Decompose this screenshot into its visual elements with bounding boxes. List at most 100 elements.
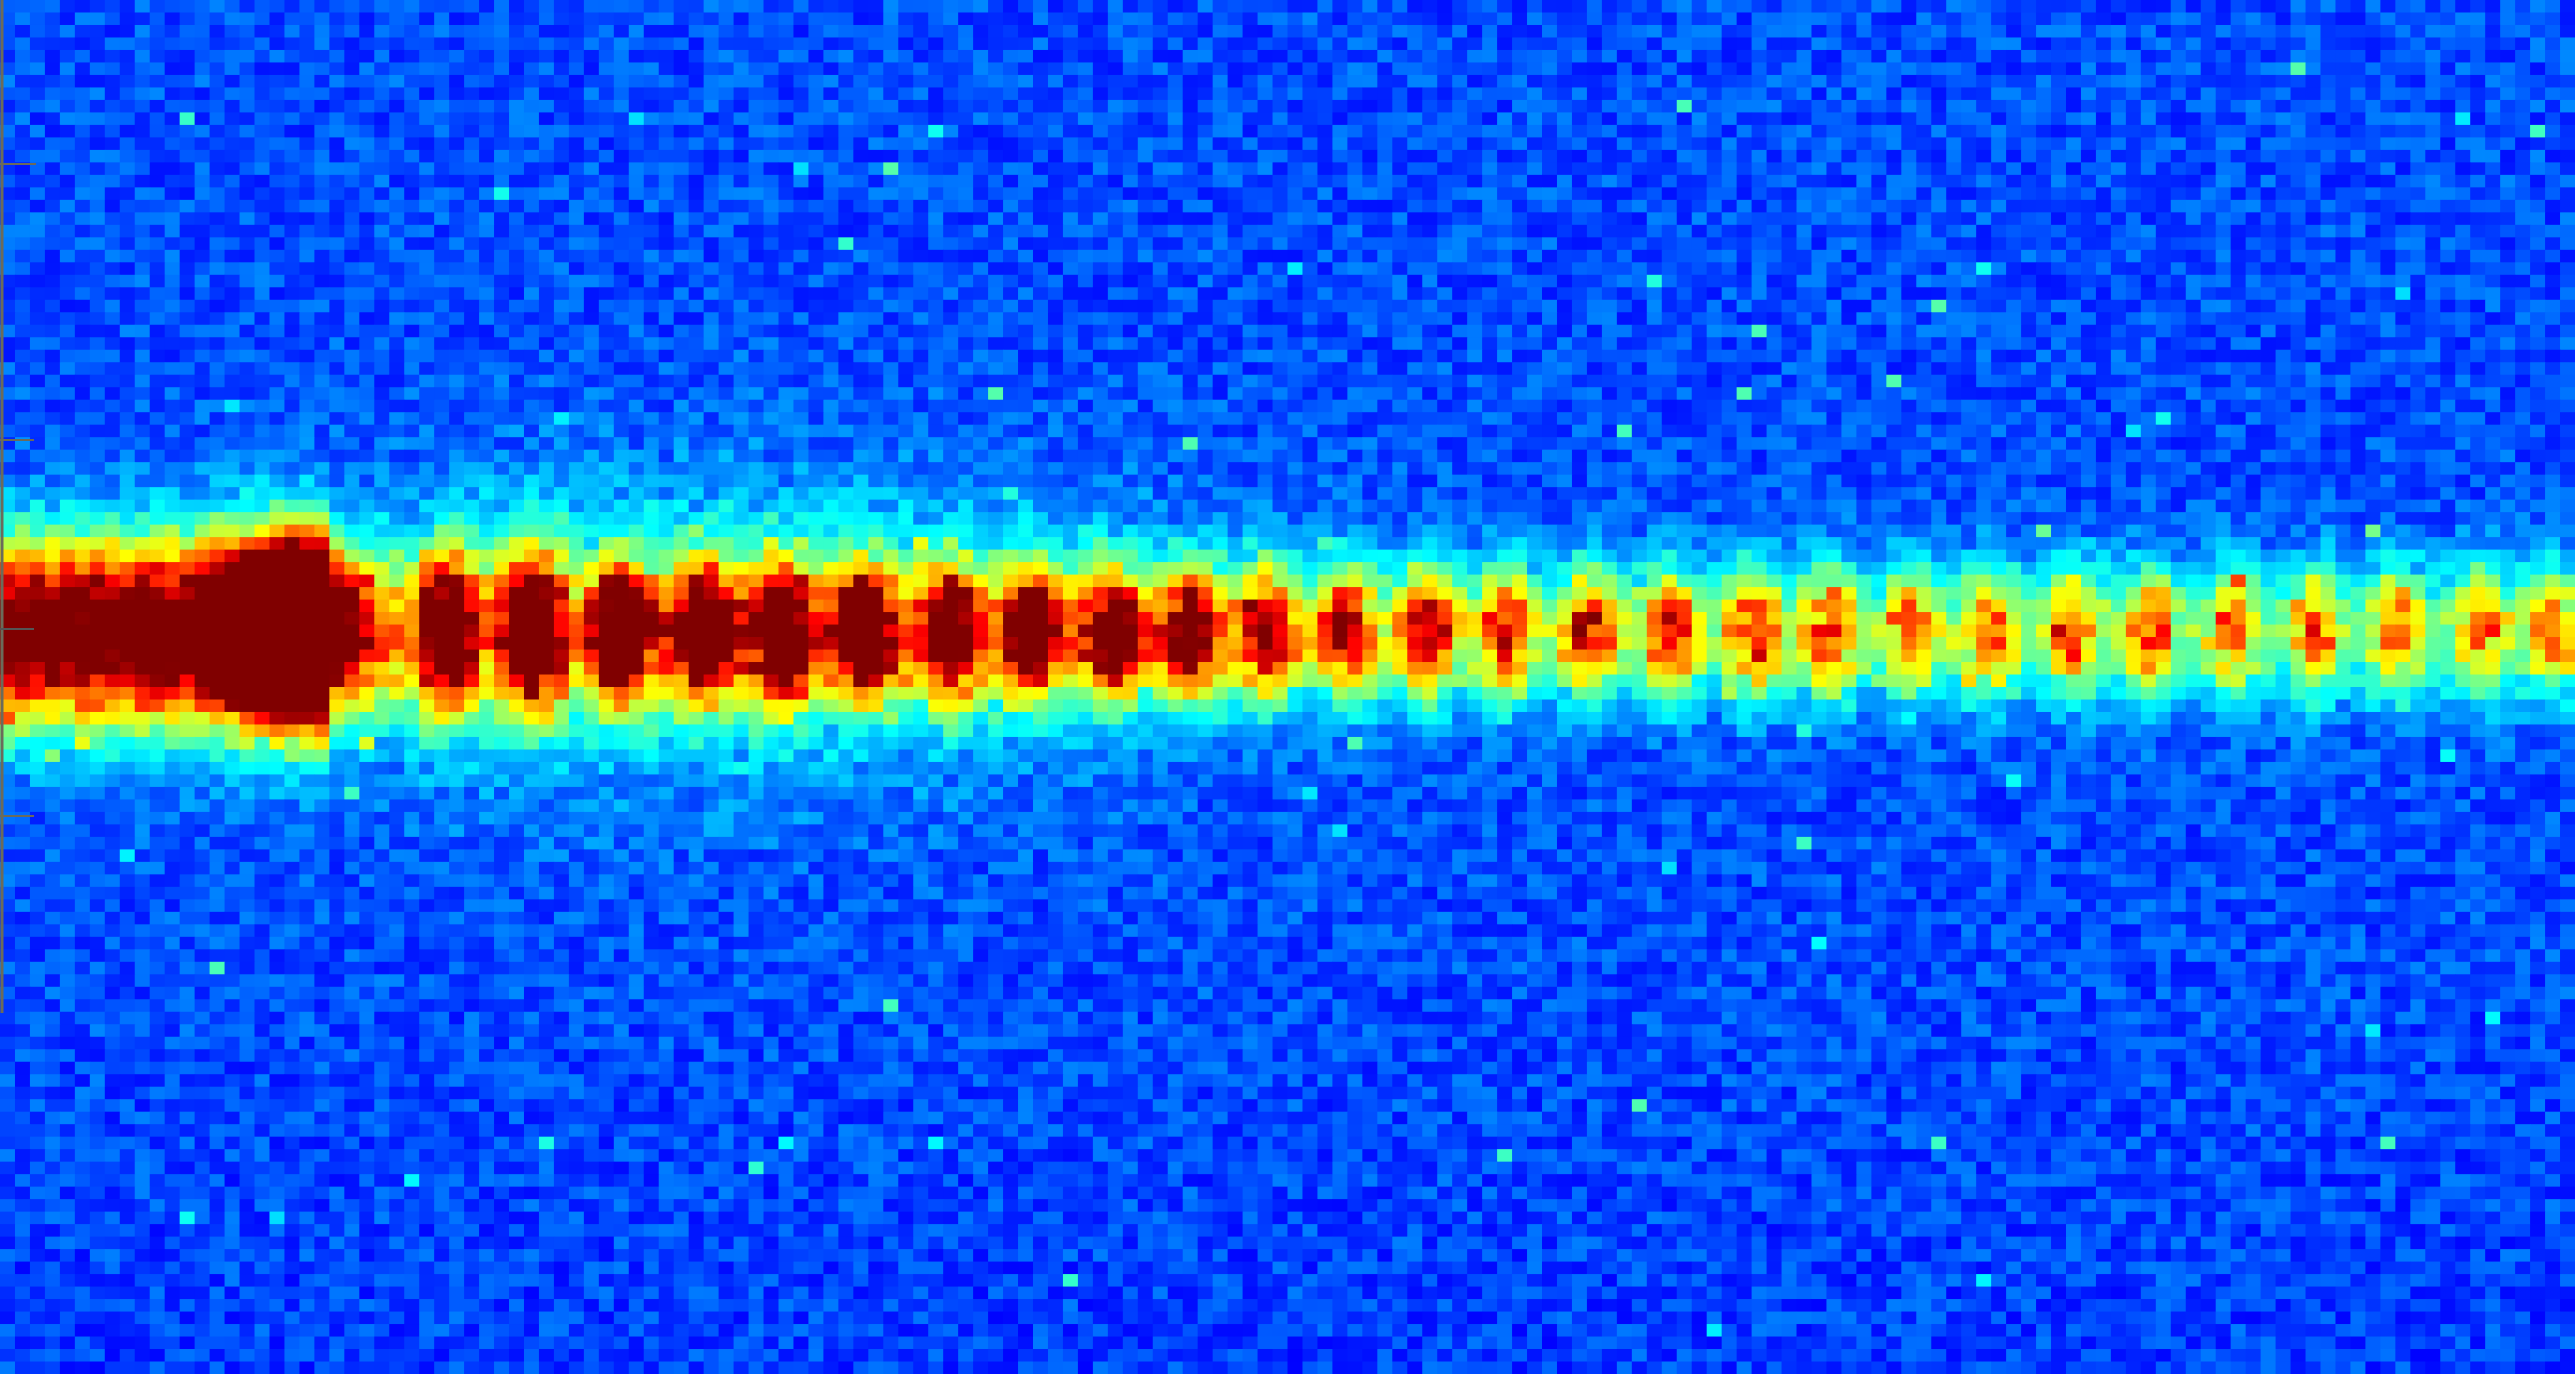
heatmap-cell <box>104 262 121 276</box>
heatmap-cell <box>1856 262 1872 276</box>
heatmap-cell <box>1407 337 1423 351</box>
heatmap-cell <box>1332 337 1348 351</box>
heatmap-cell <box>538 249 555 263</box>
heatmap-cell <box>314 62 330 76</box>
heatmap-cell <box>44 199 61 213</box>
heatmap-cell <box>299 149 315 163</box>
heatmap-cell <box>59 62 76 76</box>
heatmap-cell <box>2021 224 2037 238</box>
heatmap-cell <box>404 349 420 363</box>
heatmap-cell <box>868 287 884 301</box>
heatmap-cell <box>2140 149 2157 163</box>
heatmap-cell <box>2485 249 2501 263</box>
heatmap-cell <box>1122 62 1139 76</box>
heatmap-cell <box>1631 287 1648 301</box>
heatmap-cell <box>1167 212 1184 226</box>
heatmap-cell <box>1991 49 2007 64</box>
heatmap-cell <box>1287 224 1304 238</box>
heatmap-cell <box>1766 49 1783 64</box>
heatmap-cell <box>2440 74 2456 89</box>
heatmap-cell <box>1691 337 1708 351</box>
heatmap-cell <box>1137 312 1154 326</box>
heatmap-cell <box>703 0 720 14</box>
heatmap-cell <box>1601 99 1618 114</box>
heatmap-cell <box>2200 99 2217 114</box>
heatmap-cell <box>1212 112 1229 126</box>
heatmap-cell <box>254 37 271 51</box>
heatmap-cell <box>1122 337 1139 351</box>
heatmap-cell <box>1901 74 1917 89</box>
heatmap-cell <box>598 212 615 226</box>
heatmap-cell <box>703 149 720 163</box>
heatmap-cell <box>1062 212 1079 226</box>
heatmap-cell <box>1332 124 1348 138</box>
heatmap-cell <box>74 112 91 126</box>
heatmap-cell <box>269 74 286 89</box>
heatmap-cell <box>673 349 690 363</box>
heatmap-cell <box>1392 112 1408 126</box>
heatmap-cell <box>973 162 989 176</box>
heatmap-cell <box>1272 174 1289 188</box>
heatmap-cell <box>2006 174 2022 188</box>
heatmap-cell <box>2155 274 2172 288</box>
heatmap-cell <box>1152 124 1169 138</box>
heatmap-cell <box>1137 124 1154 138</box>
heatmap-cell <box>613 149 630 163</box>
heatmap-cell <box>2440 12 2456 26</box>
heatmap-cell <box>1796 37 1813 51</box>
heatmap-cell <box>1407 112 1423 126</box>
heatmap-cell <box>374 224 390 238</box>
heatmap-cell <box>1287 137 1304 151</box>
heatmap-cell <box>1092 174 1109 188</box>
heatmap-cell <box>1497 274 1513 288</box>
heatmap-cell <box>2021 87 2037 101</box>
heatmap-cell <box>1691 112 1708 126</box>
heatmap-cell <box>254 274 271 288</box>
heatmap-cell <box>1107 162 1124 176</box>
heatmap-cell <box>2455 87 2471 101</box>
heatmap-cell <box>1586 287 1603 301</box>
heatmap-cell <box>329 149 345 163</box>
heatmap-cell <box>1676 149 1693 163</box>
heatmap-cell <box>1691 324 1708 338</box>
heatmap-cell <box>673 124 690 138</box>
heatmap-cell <box>1212 124 1229 138</box>
heatmap-cell <box>2350 299 2367 313</box>
heatmap-cell <box>1257 349 1274 363</box>
heatmap-cell <box>868 174 884 188</box>
heatmap-cell <box>943 224 959 238</box>
heatmap-cell <box>1422 174 1438 188</box>
heatmap-cell <box>2500 37 2516 51</box>
heatmap-cell <box>2275 12 2292 26</box>
heatmap-cell <box>1886 149 1902 163</box>
heatmap-cell <box>104 337 121 351</box>
heatmap-cell <box>1571 62 1588 76</box>
heatmap-cell <box>1676 324 1693 338</box>
heatmap-cell <box>1047 212 1064 226</box>
heatmap-cell <box>1392 274 1408 288</box>
heatmap-cell <box>1003 137 1019 151</box>
heatmap-cell <box>523 0 540 14</box>
heatmap-cell <box>1377 124 1393 138</box>
heatmap-cell <box>2185 287 2202 301</box>
heatmap-cell <box>1107 287 1124 301</box>
heatmap-cell <box>568 249 585 263</box>
heatmap-cell <box>1916 162 1932 176</box>
heatmap-cell <box>1407 99 1423 114</box>
heatmap-cell <box>1961 337 1977 351</box>
heatmap-cell <box>1122 187 1139 201</box>
heatmap-cell <box>748 237 765 251</box>
heatmap-cell <box>1422 274 1438 288</box>
heatmap-cell <box>1122 12 1139 26</box>
heatmap-cell <box>284 112 301 126</box>
heatmap-cell <box>778 124 795 138</box>
heatmap-cell <box>598 0 615 14</box>
heatmap-cell <box>359 87 375 101</box>
heatmap-cell <box>1736 124 1753 138</box>
heatmap-cell <box>1077 274 1094 288</box>
heatmap-cell <box>254 62 271 76</box>
heatmap-cell <box>1811 87 1828 101</box>
heatmap-cell <box>14 324 31 338</box>
heatmap-cell <box>2155 237 2172 251</box>
heatmap-cell <box>1362 149 1378 163</box>
